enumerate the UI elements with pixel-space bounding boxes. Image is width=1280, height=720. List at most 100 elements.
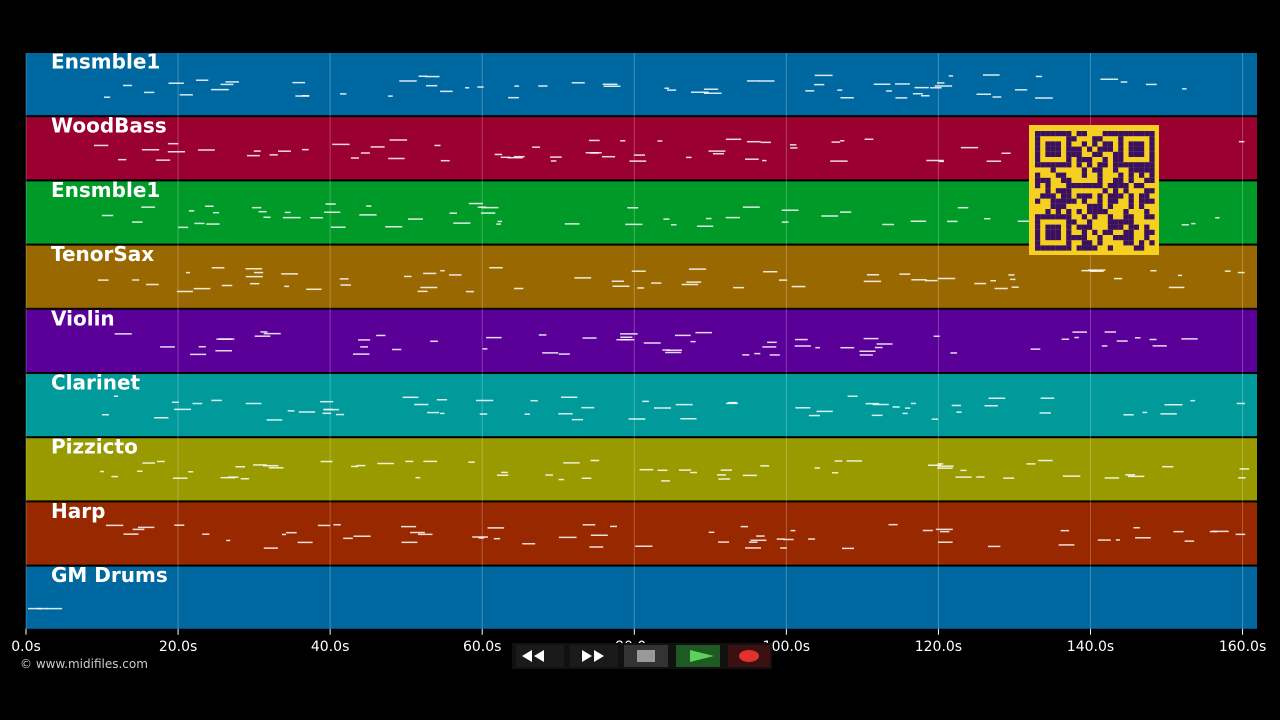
qr-cell <box>1128 151 1134 157</box>
qr-cell <box>1035 224 1041 230</box>
qr-cell <box>1092 229 1098 235</box>
qr-code <box>1029 125 1159 255</box>
qr-cell <box>1139 172 1145 178</box>
qr-cell <box>1035 245 1041 251</box>
qr-cell <box>1066 240 1072 246</box>
qr-cell <box>1045 245 1051 251</box>
qr-cell <box>1087 183 1093 189</box>
qr-cell <box>1144 162 1150 168</box>
qr-cell <box>1081 240 1087 246</box>
forward-button[interactable] <box>570 645 618 667</box>
qr-cell <box>1149 177 1155 183</box>
qr-cell <box>1113 151 1119 157</box>
qr-cell <box>1050 146 1056 152</box>
qr-cell <box>1081 131 1087 137</box>
qr-cell <box>1149 229 1155 235</box>
qr-cell <box>1040 131 1046 137</box>
qr-cell <box>1123 219 1129 225</box>
qr-cell <box>1133 167 1139 173</box>
qr-cell <box>1066 219 1072 225</box>
qr-cell <box>1139 183 1145 189</box>
qr-cell <box>1123 240 1129 246</box>
qr-cell <box>1118 151 1124 157</box>
qr-cell <box>1076 146 1082 152</box>
qr-cell <box>1118 219 1124 225</box>
qr-cell <box>1107 183 1113 189</box>
qr-cell <box>1149 198 1155 204</box>
qr-cell <box>1066 188 1072 194</box>
qr-cell <box>1045 151 1051 157</box>
qr-cell <box>1066 151 1072 157</box>
qr-cell <box>1113 157 1119 163</box>
record-button[interactable] <box>728 645 770 667</box>
qr-cell <box>1113 235 1119 241</box>
qr-cell <box>1040 177 1046 183</box>
qr-cell <box>1081 229 1087 235</box>
qr-cell <box>1139 131 1145 137</box>
qr-cell <box>1139 141 1145 147</box>
track-name: Pizzicto <box>51 435 138 459</box>
qr-cell <box>1055 151 1061 157</box>
qr-cell <box>1040 214 1046 220</box>
qr-cell <box>1050 203 1056 209</box>
qr-cell <box>1133 151 1139 157</box>
qr-cell <box>1107 224 1113 230</box>
qr-cell <box>1107 203 1113 209</box>
qr-cell <box>1139 193 1145 199</box>
rewind-button[interactable] <box>516 645 564 667</box>
qr-cell <box>1045 235 1051 241</box>
stop-button[interactable] <box>624 645 668 667</box>
qr-cell <box>1076 162 1082 168</box>
qr-cell <box>1144 224 1150 230</box>
track-name: Ensmble1 <box>51 178 160 202</box>
qr-cell <box>1107 193 1113 199</box>
qr-cell <box>1087 245 1093 251</box>
qr-cell <box>1045 183 1051 189</box>
tick-label: 0.0s <box>11 639 41 655</box>
qr-cell <box>1092 214 1098 220</box>
qr-cell <box>1081 198 1087 204</box>
qr-cell <box>1092 141 1098 147</box>
qr-cell <box>1066 245 1072 251</box>
qr-cell <box>1055 229 1061 235</box>
qr-cell <box>1097 167 1103 173</box>
qr-cell <box>1097 151 1103 157</box>
qr-cell <box>1144 167 1150 173</box>
qr-cell <box>1071 235 1077 241</box>
qr-cell <box>1113 167 1119 173</box>
qr-cell <box>1050 245 1056 251</box>
qr-cell <box>1061 131 1067 137</box>
qr-cell <box>1081 157 1087 163</box>
qr-cell <box>1071 136 1077 142</box>
qr-cell <box>1087 240 1093 246</box>
qr-cell <box>1118 146 1124 152</box>
qr-cell <box>1035 172 1041 178</box>
qr-cell <box>1123 229 1129 235</box>
qr-cell <box>1076 245 1082 251</box>
qr-cell <box>1107 131 1113 137</box>
qr-cell <box>1092 183 1098 189</box>
qr-cell <box>1139 245 1145 251</box>
qr-cell <box>1128 224 1134 230</box>
qr-cell <box>1133 224 1139 230</box>
qr-cell <box>1087 224 1093 230</box>
play-button[interactable] <box>676 645 720 667</box>
qr-cell <box>1123 209 1129 215</box>
track-name: WoodBass <box>51 114 167 138</box>
qr-cell <box>1035 214 1041 220</box>
qr-cell <box>1102 188 1108 194</box>
qr-cell <box>1123 188 1129 194</box>
tick-label: 60.0s <box>463 639 501 655</box>
qr-cell <box>1139 146 1145 152</box>
qr-cell <box>1045 224 1051 230</box>
qr-cell <box>1076 193 1082 199</box>
qr-cell <box>1081 245 1087 251</box>
qr-cell <box>1097 193 1103 199</box>
qr-cell <box>1097 198 1103 204</box>
tick-label: 140.0s <box>1067 639 1114 655</box>
qr-cell <box>1113 219 1119 225</box>
qr-cell <box>1055 198 1061 204</box>
time-axis: 0.0s20.0s40.0s60.0s80.0s100.0s120.0s140.… <box>11 628 1266 655</box>
qr-cell <box>1128 229 1134 235</box>
qr-cell <box>1144 209 1150 215</box>
